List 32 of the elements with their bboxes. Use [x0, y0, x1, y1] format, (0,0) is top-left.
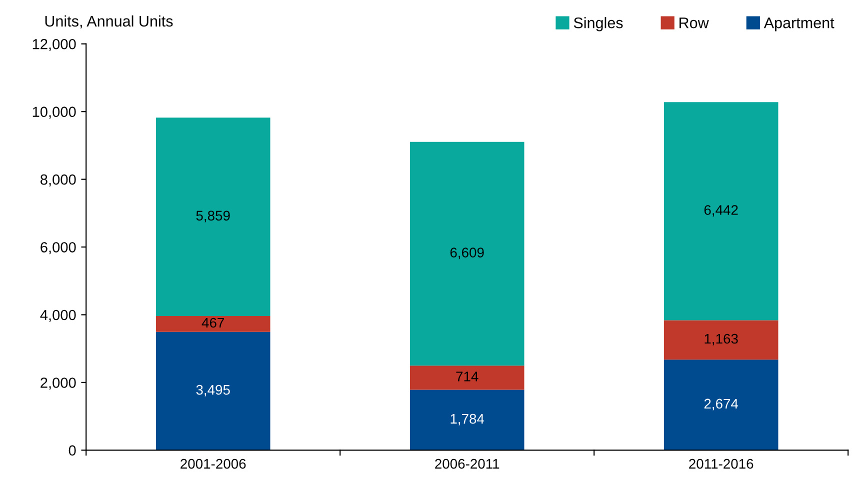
legend-label: Row — [680, 18, 709, 28]
bar — [410, 366, 524, 390]
y-tick-label: 4,000 — [40, 310, 76, 322]
x-tick-label: 2011-2016 — [689, 458, 754, 469]
bar — [156, 316, 270, 332]
data-label: 6,609 — [450, 248, 484, 260]
data-label: 6,442 — [704, 205, 738, 217]
y-tick-label: 2,000 — [40, 378, 76, 390]
x-tick-label: 2001-2006 — [180, 458, 246, 469]
legend-label: Apartment — [764, 18, 834, 32]
y-tick-label: 6,000 — [40, 242, 76, 254]
bar — [410, 390, 524, 450]
data-label: 467 — [202, 318, 224, 328]
bar — [410, 142, 524, 366]
y-tick-label: 0 — [68, 445, 76, 456]
bar — [664, 320, 778, 360]
y-tick-label: 8,000 — [40, 174, 76, 186]
data-label: 2,674 — [704, 398, 738, 410]
data-label: 714 — [456, 372, 478, 382]
data-label: 5,859 — [196, 210, 230, 222]
legend-label: Singles — [574, 17, 623, 32]
x-tick-label: 2006-2011 — [435, 458, 500, 469]
data-label: 1,784 — [450, 414, 484, 426]
data-label: 3,495 — [196, 384, 230, 396]
bar — [664, 102, 778, 320]
bar — [156, 332, 270, 450]
bar — [664, 360, 778, 450]
bar — [156, 118, 270, 316]
y-tick-label: 12,000 — [32, 38, 76, 52]
y-tick-label: 10,000 — [32, 106, 76, 119]
y-axis-title: Units, Annual Units — [45, 15, 173, 28]
data-label: 1,163 — [704, 334, 738, 346]
